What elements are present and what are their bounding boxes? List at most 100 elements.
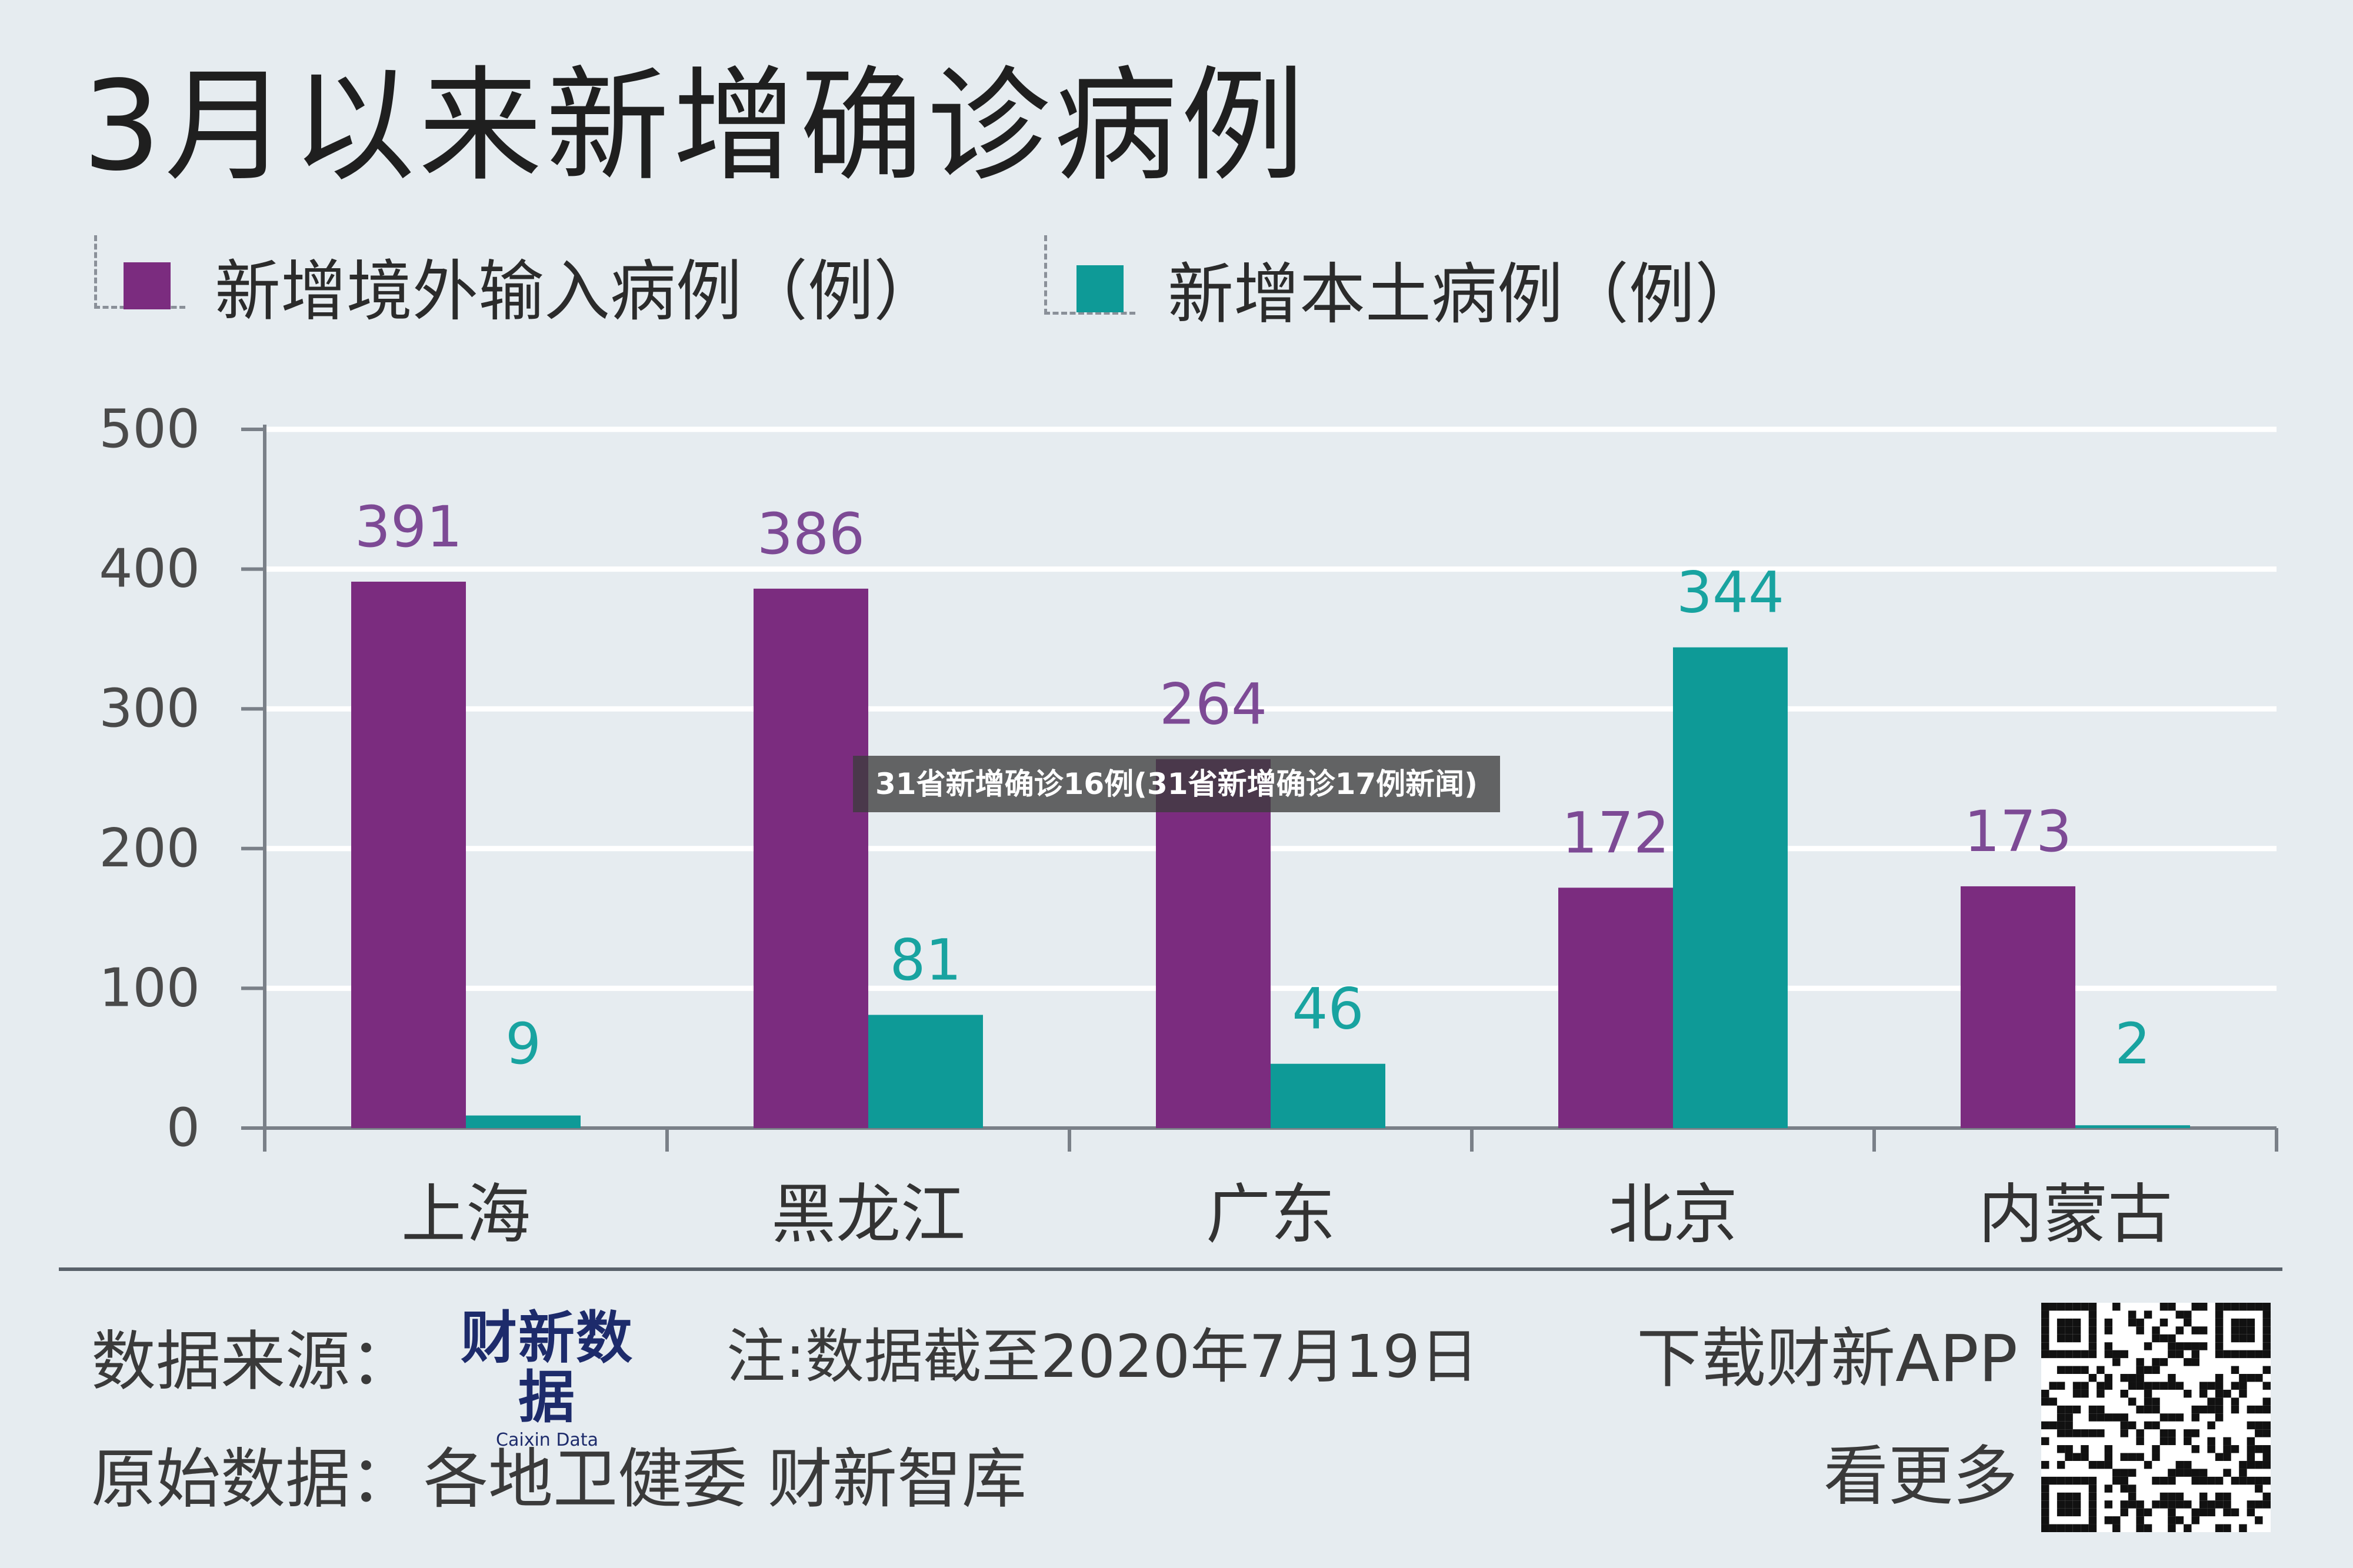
qr-module [2128, 1492, 2137, 1501]
qr-module [2184, 1437, 2192, 1446]
qr-finder-module [2041, 1508, 2049, 1517]
qr-module [2199, 1508, 2208, 1517]
qr-finder-module [2041, 1500, 2049, 1509]
qr-module [2120, 1500, 2128, 1509]
qr-module [2057, 1445, 2065, 1453]
qr-module [2168, 1437, 2176, 1446]
qr-module [2136, 1508, 2144, 1517]
bar-local [868, 1015, 983, 1128]
qr-module [2247, 1421, 2255, 1430]
qr-module [2128, 1500, 2137, 1509]
qr-finder-module [2262, 1303, 2271, 1311]
qr-module [2159, 1303, 2168, 1311]
qr-module [2104, 1374, 2113, 1382]
qr-finder-module [2231, 1326, 2239, 1335]
qr-module [2041, 1437, 2049, 1446]
qr-finder-module [2239, 1318, 2247, 1327]
qr-module [2065, 1453, 2073, 1461]
qr-module [2255, 1460, 2263, 1469]
qr-module [2215, 1453, 2224, 1461]
qr-finder-module [2057, 1350, 2065, 1359]
qr-finder-module [2081, 1476, 2089, 1485]
qr-module [2262, 1366, 2271, 1374]
qr-module [2128, 1469, 2137, 1477]
qr-module [2262, 1429, 2271, 1437]
qr-finder-module [2262, 1334, 2271, 1343]
qr-module [2112, 1516, 2121, 1524]
qr-module [2184, 1469, 2192, 1477]
qr-module [2175, 1413, 2184, 1422]
data-label-local: 46 [1292, 976, 1364, 1042]
qr-module [2136, 1318, 2144, 1327]
qr-code-icon[interactable] [2041, 1303, 2271, 1532]
qr-finder-module [2088, 1350, 2097, 1359]
qr-finder-module [2072, 1524, 2081, 1532]
qr-module [2207, 1508, 2215, 1517]
qr-module [2184, 1310, 2192, 1319]
qr-module [2097, 1429, 2105, 1437]
qr-module [2081, 1453, 2089, 1461]
qr-module [2231, 1397, 2239, 1406]
qr-finder-module [2215, 1342, 2224, 1350]
data-label-local: 2 [2115, 1011, 2151, 1077]
qr-finder-module [2215, 1310, 2224, 1319]
qr-module [2088, 1460, 2097, 1469]
qr-finder-module [2255, 1350, 2263, 1359]
qr-module [2097, 1413, 2105, 1422]
x-tick-label: 上海 [401, 1177, 531, 1252]
qr-module [2184, 1342, 2192, 1350]
qr-module [2215, 1405, 2224, 1414]
qr-module [2152, 1358, 2160, 1366]
qr-module [2175, 1469, 2184, 1477]
qr-module [2223, 1492, 2231, 1501]
qr-module [2231, 1382, 2239, 1390]
qr-finder-module [2262, 1350, 2271, 1359]
qr-module [2088, 1405, 2097, 1414]
qr-finder-module [2231, 1350, 2239, 1359]
qr-module [2065, 1366, 2073, 1374]
qr-module [2262, 1500, 2271, 1509]
qr-module [2065, 1413, 2073, 1422]
qr-finder-module [2041, 1492, 2049, 1501]
data-label-imported: 172 [1562, 800, 1669, 866]
qr-finder-module [2088, 1492, 2097, 1501]
qr-finder-module [2262, 1326, 2271, 1335]
qr-finder-module [2088, 1476, 2097, 1485]
qr-finder-module [2088, 1516, 2097, 1524]
qr-module [2184, 1429, 2192, 1437]
qr-module [2120, 1350, 2128, 1359]
qr-module [2191, 1508, 2199, 1517]
qr-finder-module [2049, 1303, 2057, 1311]
qr-finder-module [2041, 1334, 2049, 1343]
qr-module [2191, 1303, 2199, 1311]
data-note: 注:数据截至2020年7月19日 [726, 1322, 1479, 1391]
qr-module [2184, 1524, 2192, 1532]
qr-module [2255, 1374, 2263, 1382]
bar-imported [351, 581, 466, 1128]
qr-finder-module [2239, 1350, 2247, 1359]
qr-module [2199, 1405, 2208, 1414]
qr-finder-module [2072, 1334, 2081, 1343]
y-tick-label: 500 [99, 398, 200, 460]
qr-module [2081, 1382, 2089, 1390]
qr-module [2128, 1318, 2137, 1327]
qr-module [2128, 1397, 2137, 1406]
caixin-data-logo: 财新数据 Caixin Data [432, 1309, 662, 1450]
download-app-text[interactable]: 下载财新APP [1637, 1321, 2018, 1396]
qr-module [2191, 1429, 2199, 1437]
qr-module [2191, 1516, 2199, 1524]
qr-module [2072, 1405, 2081, 1414]
see-more-text[interactable]: 看更多 [1824, 1439, 2018, 1514]
qr-module [2215, 1500, 2224, 1509]
qr-module [2184, 1500, 2192, 1509]
qr-module [2207, 1476, 2215, 1485]
bar-imported [1156, 759, 1271, 1128]
qr-module [2223, 1445, 2231, 1453]
qr-module [2255, 1476, 2263, 1485]
qr-finder-module [2041, 1476, 2049, 1485]
qr-module [2239, 1469, 2247, 1477]
qr-module [2136, 1500, 2144, 1509]
qr-module [2104, 1350, 2113, 1359]
qr-module [2112, 1358, 2121, 1366]
